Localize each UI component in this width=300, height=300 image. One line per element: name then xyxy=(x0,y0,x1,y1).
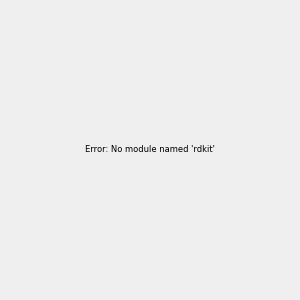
Text: Error: No module named 'rdkit': Error: No module named 'rdkit' xyxy=(85,146,215,154)
